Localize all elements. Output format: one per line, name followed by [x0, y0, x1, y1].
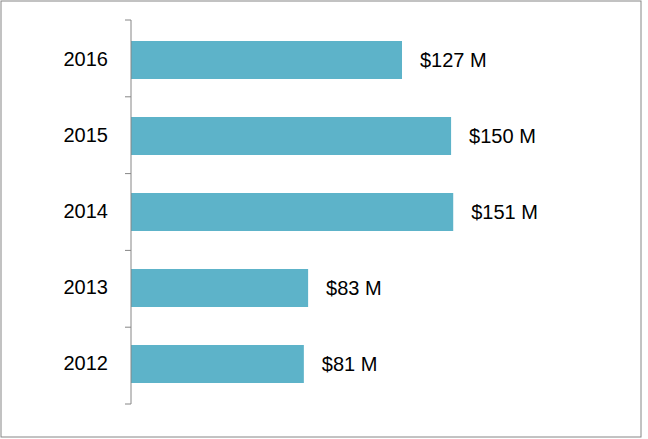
chart: 2016 2015 2014 2013 2012 $127 M $150 M $151 M $8… [0, 0, 648, 439]
y-tick-label: 2013 [64, 276, 109, 298]
y-tick: 2015 [64, 124, 132, 146]
y-tick-label: 2016 [64, 48, 109, 70]
data-label: $150 M [469, 125, 536, 147]
category-divider [125, 250, 131, 251]
y-tick: 2016 [64, 48, 132, 70]
bar [131, 269, 308, 307]
category-divider [125, 20, 131, 21]
bar [131, 41, 402, 79]
y-tick-label: 2012 [64, 352, 109, 374]
y-tick: 2013 [64, 276, 132, 298]
y-axis-line [131, 20, 132, 404]
bars [131, 41, 453, 383]
y-axis: 2016 2015 2014 2013 2012 [64, 20, 132, 404]
category-divider [125, 173, 131, 174]
category-dividers [125, 20, 131, 404]
chart-frame [1, 1, 641, 437]
data-label: $127 M [420, 49, 487, 71]
data-label: $81 M [322, 353, 378, 375]
data-labels: $127 M $150 M $151 M $83 M $81 M [322, 49, 538, 375]
data-label: $83 M [326, 277, 382, 299]
bar [131, 345, 304, 383]
bar [131, 193, 453, 231]
category-divider [125, 327, 131, 328]
category-divider [125, 404, 131, 405]
bar [131, 117, 451, 155]
data-label: $151 M [471, 201, 538, 223]
y-tick: 2012 [64, 352, 132, 374]
y-tick-label: 2015 [64, 124, 109, 146]
y-tick-label: 2014 [64, 200, 109, 222]
y-tick: 2014 [64, 200, 132, 222]
category-divider [125, 96, 131, 97]
